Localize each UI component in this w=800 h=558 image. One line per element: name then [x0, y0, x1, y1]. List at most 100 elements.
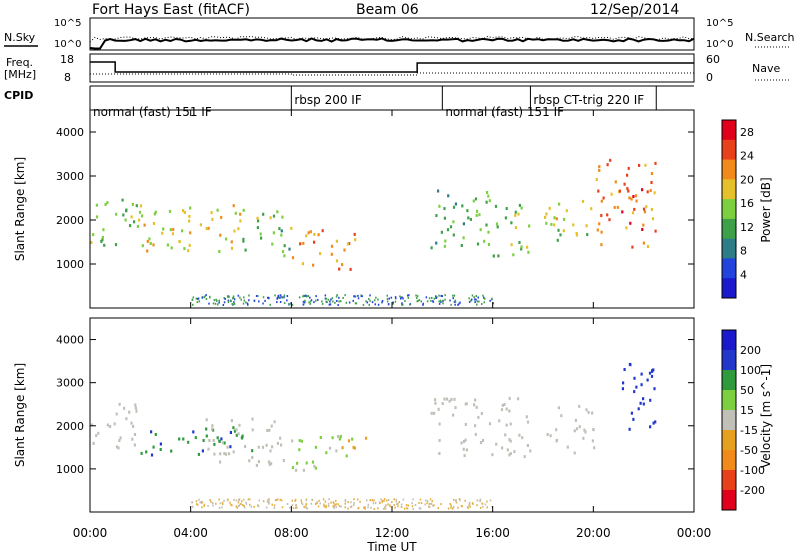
velocity-echo-cell	[347, 439, 351, 443]
power-ground-scatter	[409, 303, 411, 306]
velocity-ground-scatter	[484, 503, 487, 506]
velocity-ground-scatter	[199, 501, 201, 504]
velocity-ground-scatter	[198, 498, 200, 501]
power-ground-scatter	[268, 297, 270, 300]
power-ground-scatter	[205, 294, 207, 297]
velocity-echo-cell	[115, 412, 118, 416]
velocity-ground-scatter	[412, 508, 414, 510]
power-ground-scatter	[438, 302, 441, 305]
power-echo-cell	[510, 243, 513, 247]
power-echo-cell	[272, 231, 275, 235]
velocity-echo-cell	[575, 427, 579, 431]
power-ground-scatter	[468, 297, 470, 300]
velocity-echo-cell	[339, 434, 342, 438]
power-ground-scatter	[239, 296, 241, 299]
velocity-echo-cell	[650, 374, 654, 378]
velocity-ground-scatter	[440, 503, 442, 506]
velocity-echo-cell	[106, 423, 109, 427]
velocity-ground-scatter	[453, 498, 455, 501]
power-echo-cell	[606, 163, 609, 167]
velocity-colorbar-tick: -50	[740, 444, 758, 457]
power-echo-cell	[172, 228, 175, 231]
velocity-echo-cell	[555, 428, 558, 432]
power-echo-cell	[650, 208, 653, 211]
velocity-echo-cell	[498, 419, 501, 423]
power-ground-scatter	[227, 301, 230, 304]
velocity-echo-cell	[220, 437, 223, 441]
velocity-echo-cell	[205, 434, 208, 438]
velocity-ground-scatter	[257, 504, 259, 507]
power-echo-cell	[278, 227, 281, 231]
power-ground-scatter	[399, 295, 401, 298]
power-ground-scatter	[283, 296, 285, 299]
velocity-echo-cell	[649, 398, 652, 402]
power-echo-cell	[100, 239, 103, 243]
velocity-ground-scatter	[201, 501, 203, 504]
power-echo-cell	[650, 181, 653, 184]
power-ground-scatter	[279, 301, 282, 303]
power-echo-cell	[170, 246, 173, 250]
power-echo-cell	[613, 205, 616, 209]
velocity-echo-cell	[501, 403, 504, 407]
velocity-ground-scatter	[292, 507, 295, 510]
velocity-echo-cell	[213, 442, 216, 446]
power-echo-cell	[348, 242, 351, 246]
velocity-ground-scatter	[412, 498, 414, 501]
power-echo-cell	[487, 194, 490, 198]
power-echo-cell	[625, 226, 628, 230]
power-echo-cell	[483, 239, 486, 243]
noise-left-tick-top: 10^5	[54, 18, 81, 29]
velocity-echo-cell	[445, 397, 449, 401]
power-echo-cell	[553, 223, 556, 227]
velocity-ground-scatter	[344, 502, 346, 505]
power-echo-cell	[313, 240, 316, 244]
power-echo-cell	[528, 224, 531, 228]
power-echo-cell	[518, 203, 521, 207]
power-ground-scatter	[334, 301, 336, 304]
power-colorbar: 4 8 12 16 20 24 28	[721, 119, 754, 299]
velocity-ground-scatter	[305, 506, 308, 509]
velocity-echo-cell	[642, 402, 645, 406]
power-echo-cell	[242, 239, 245, 243]
power-echo-cell	[124, 218, 127, 222]
power-echo-cell	[616, 205, 619, 209]
velocity-echo-cell	[202, 439, 205, 442]
velocity-ground-scatter	[468, 504, 470, 507]
velocity-ground-scatter	[294, 499, 296, 502]
power-ground-scatter	[401, 303, 403, 306]
velocity-ground-scatter	[349, 506, 352, 509]
power-echo-cell	[492, 254, 495, 258]
velocity-ground-scatter	[337, 503, 339, 506]
power-echo-cell	[283, 244, 286, 248]
power-ground-scatter	[381, 300, 384, 302]
velocity-ground-scatter	[356, 498, 359, 501]
velocity-ground-scatter	[218, 498, 220, 501]
power-ground-scatter	[328, 303, 331, 306]
velocity-echo-cell	[430, 411, 433, 415]
power-echo-cell	[136, 224, 139, 228]
velocity-ground-scatter	[245, 502, 248, 505]
velocity-ground-scatter	[258, 499, 260, 502]
power-echo-cell	[475, 213, 478, 217]
velocity-ground-scatter	[222, 503, 224, 506]
velocity-echo-cell	[438, 452, 441, 455]
noise-search-label: N.Search	[745, 31, 795, 44]
power-colorbar-frame	[721, 119, 737, 299]
velocity-echo-cell	[313, 464, 316, 468]
power-ground-scatter	[223, 301, 226, 304]
power-ground-scatter	[440, 301, 442, 303]
power-echo-cell	[216, 208, 219, 212]
power-echo-cell	[545, 221, 548, 225]
velocity-echo-cell	[454, 406, 457, 410]
power-ground-scatter	[288, 302, 290, 305]
power-echo-cell	[559, 233, 562, 237]
velocity-echo-cell	[450, 397, 453, 401]
power-echo-cell	[272, 214, 276, 218]
power-ground-scatter	[377, 303, 380, 306]
power-echo-cell	[586, 233, 589, 237]
power-ground-scatter	[435, 297, 437, 299]
velocity-ground-scatter	[268, 502, 270, 505]
power-echo-cell	[565, 209, 568, 213]
power-ground-scatter	[253, 299, 256, 302]
power-ground-scatter	[212, 302, 215, 305]
